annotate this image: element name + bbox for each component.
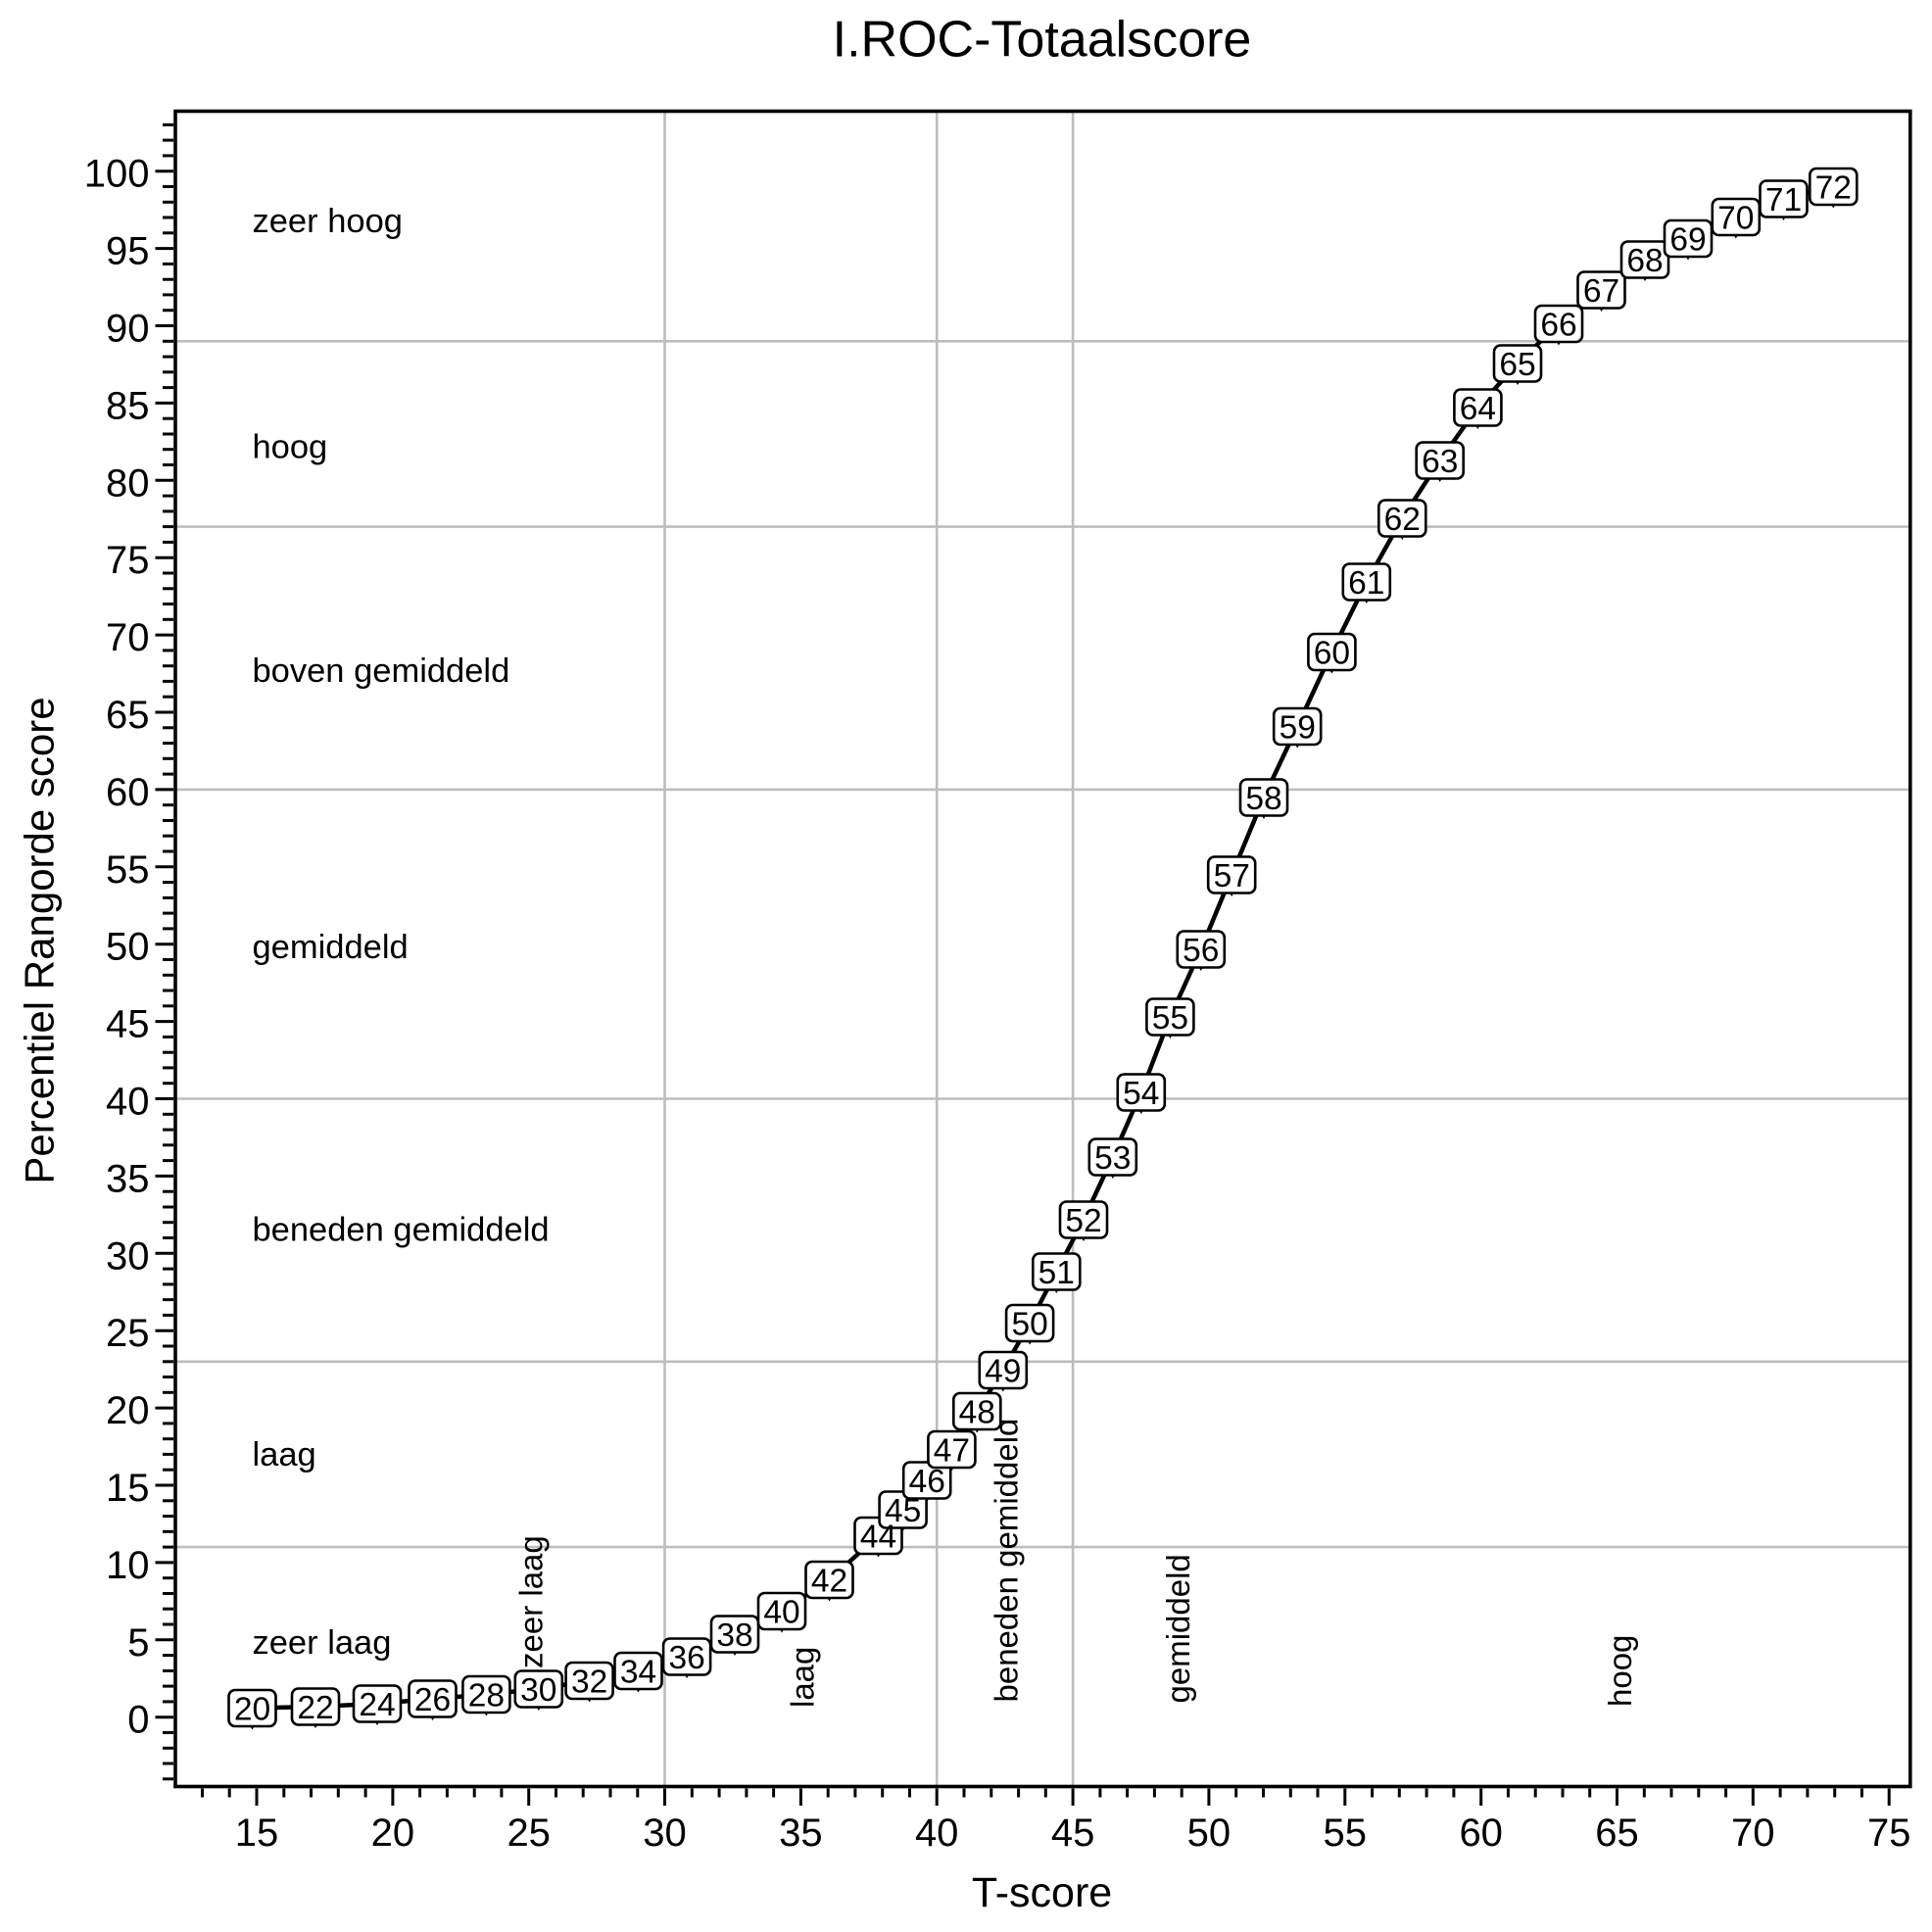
svg-text:38: 38 xyxy=(716,1618,752,1654)
svg-text:35: 35 xyxy=(106,1157,150,1200)
svg-text:58: 58 xyxy=(1245,781,1281,817)
svg-text:44: 44 xyxy=(860,1519,896,1555)
svg-text:35: 35 xyxy=(779,1811,823,1855)
svg-text:90: 90 xyxy=(106,308,150,351)
svg-text:54: 54 xyxy=(1123,1076,1159,1112)
svg-text:20: 20 xyxy=(106,1389,150,1432)
svg-text:laag: laag xyxy=(785,1647,821,1708)
svg-text:10: 10 xyxy=(106,1544,150,1587)
svg-text:69: 69 xyxy=(1669,221,1706,258)
svg-text:48: 48 xyxy=(959,1394,995,1430)
svg-text:70: 70 xyxy=(106,616,150,659)
svg-text:55: 55 xyxy=(106,848,150,892)
svg-text:40: 40 xyxy=(915,1811,959,1855)
svg-text:64: 64 xyxy=(1460,391,1496,427)
svg-text:hoog: hoog xyxy=(253,429,328,466)
svg-text:30: 30 xyxy=(643,1811,687,1855)
svg-text:56: 56 xyxy=(1183,933,1219,969)
svg-text:52: 52 xyxy=(1065,1203,1101,1239)
svg-text:95: 95 xyxy=(106,230,150,273)
svg-text:34: 34 xyxy=(620,1654,656,1690)
svg-text:36: 36 xyxy=(668,1640,704,1676)
svg-text:0: 0 xyxy=(127,1699,149,1742)
svg-text:66: 66 xyxy=(1540,307,1576,343)
svg-text:65: 65 xyxy=(1595,1811,1639,1855)
svg-text:65: 65 xyxy=(106,694,150,737)
svg-text:50: 50 xyxy=(1187,1811,1232,1855)
svg-text:68: 68 xyxy=(1626,243,1663,279)
svg-text:70: 70 xyxy=(1731,1811,1775,1855)
svg-text:40: 40 xyxy=(106,1081,150,1124)
svg-text:30: 30 xyxy=(106,1234,150,1278)
svg-text:25: 25 xyxy=(507,1811,551,1855)
svg-text:61: 61 xyxy=(1348,565,1384,602)
svg-text:55: 55 xyxy=(1152,1000,1188,1037)
svg-text:71: 71 xyxy=(1765,182,1802,218)
svg-text:gemiddeld: gemiddeld xyxy=(253,929,409,966)
svg-text:63: 63 xyxy=(1422,444,1458,480)
svg-text:70: 70 xyxy=(1717,200,1754,236)
svg-text:75: 75 xyxy=(106,539,150,582)
svg-text:zeer hoog: zeer hoog xyxy=(253,203,403,240)
svg-text:42: 42 xyxy=(811,1563,847,1599)
svg-text:beneden gemiddeld: beneden gemiddeld xyxy=(253,1212,550,1249)
svg-text:T-score: T-score xyxy=(972,1869,1112,1916)
svg-text:53: 53 xyxy=(1094,1140,1131,1177)
svg-text:30: 30 xyxy=(520,1672,556,1709)
svg-text:20: 20 xyxy=(371,1811,415,1855)
svg-text:hoog: hoog xyxy=(1602,1635,1638,1707)
svg-text:51: 51 xyxy=(1038,1255,1075,1291)
svg-text:72: 72 xyxy=(1815,169,1852,206)
svg-text:62: 62 xyxy=(1384,502,1421,538)
svg-text:45: 45 xyxy=(1051,1811,1095,1855)
svg-text:45: 45 xyxy=(885,1493,921,1529)
svg-text:beneden gemiddeld: beneden gemiddeld xyxy=(989,1419,1025,1703)
svg-text:15: 15 xyxy=(106,1467,150,1510)
svg-text:60: 60 xyxy=(1459,1811,1503,1855)
svg-text:85: 85 xyxy=(106,384,150,427)
svg-text:gemiddeld: gemiddeld xyxy=(1160,1554,1196,1703)
svg-text:25: 25 xyxy=(106,1312,150,1355)
svg-text:15: 15 xyxy=(235,1811,279,1855)
svg-text:80: 80 xyxy=(106,461,150,505)
svg-text:45: 45 xyxy=(106,1003,150,1046)
svg-text:32: 32 xyxy=(571,1664,607,1700)
svg-text:65: 65 xyxy=(1499,347,1535,383)
svg-text:zeer laag: zeer laag xyxy=(512,1535,549,1668)
svg-text:5: 5 xyxy=(127,1621,149,1665)
svg-text:zeer laag: zeer laag xyxy=(253,1624,392,1662)
svg-text:boven gemiddeld: boven gemiddeld xyxy=(253,652,510,690)
svg-text:67: 67 xyxy=(1583,273,1619,310)
svg-text:47: 47 xyxy=(934,1432,970,1469)
svg-text:49: 49 xyxy=(985,1353,1021,1389)
svg-text:40: 40 xyxy=(763,1594,799,1630)
svg-text:Percentiel Rangorde score: Percentiel Rangorde score xyxy=(16,697,62,1183)
svg-text:59: 59 xyxy=(1280,709,1316,746)
svg-text:I.ROC-Totaalscore: I.ROC-Totaalscore xyxy=(833,12,1252,69)
svg-text:55: 55 xyxy=(1324,1811,1368,1855)
svg-text:28: 28 xyxy=(468,1677,505,1714)
svg-text:laag: laag xyxy=(253,1436,316,1473)
svg-text:57: 57 xyxy=(1214,858,1250,894)
svg-text:100: 100 xyxy=(84,153,150,196)
svg-text:50: 50 xyxy=(1011,1306,1047,1342)
svg-text:24: 24 xyxy=(359,1687,395,1723)
svg-text:75: 75 xyxy=(1867,1811,1911,1855)
svg-text:60: 60 xyxy=(106,771,150,814)
svg-text:26: 26 xyxy=(414,1682,451,1718)
svg-text:50: 50 xyxy=(106,926,150,969)
svg-text:22: 22 xyxy=(297,1690,333,1726)
svg-text:60: 60 xyxy=(1314,635,1350,671)
svg-text:46: 46 xyxy=(909,1464,945,1500)
svg-text:20: 20 xyxy=(234,1691,270,1727)
